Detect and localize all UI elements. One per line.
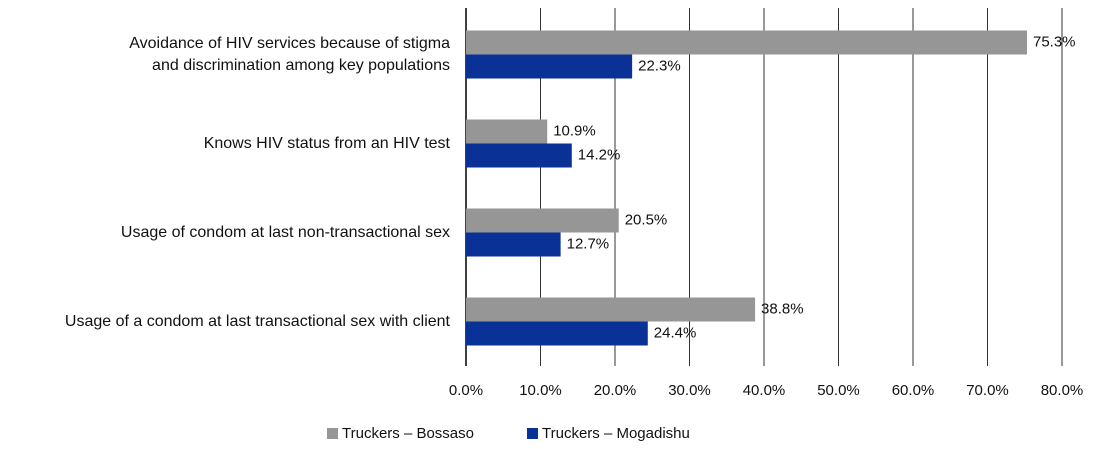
category-label: Usage of condom at last non-transactiona…	[120, 223, 450, 241]
value-label: 38.8%	[761, 300, 804, 317]
category-label: Avoidance of HIV services because of sti…	[129, 34, 450, 74]
bar	[466, 321, 648, 346]
category-label: Usage of a condom at last transactional …	[64, 312, 450, 330]
bar	[466, 54, 633, 79]
x-tick-label: 50.0%	[817, 382, 860, 399]
value-label: 12.7%	[567, 235, 610, 252]
bar	[466, 232, 561, 257]
x-tick-label: 60.0%	[892, 382, 935, 399]
value-label: 24.4%	[654, 324, 697, 341]
x-tick-label: 0.0%	[449, 382, 483, 399]
x-tick-label: 80.0%	[1041, 382, 1084, 399]
value-label: 14.2%	[578, 146, 621, 163]
x-tick-label: 30.0%	[668, 382, 711, 399]
bar	[466, 208, 619, 233]
value-label: 10.9%	[553, 122, 596, 139]
value-label: 22.3%	[638, 57, 681, 74]
bar	[466, 30, 1027, 55]
bar	[466, 119, 548, 144]
category-label: Knows HIV status from an HIV test	[203, 134, 450, 152]
legend-label: Truckers – Bossaso	[342, 425, 474, 442]
x-tick-label: 10.0%	[519, 382, 562, 399]
x-tick-label: 70.0%	[966, 382, 1009, 399]
x-tick-label: 40.0%	[743, 382, 786, 399]
value-label: 75.3%	[1033, 33, 1076, 50]
legend-swatch	[327, 428, 338, 439]
value-label: 20.5%	[625, 211, 668, 228]
bar	[466, 143, 572, 168]
legend-swatch	[527, 428, 538, 439]
legend-label: Truckers – Mogadishu	[542, 425, 690, 442]
bar	[466, 297, 756, 322]
x-tick-label: 20.0%	[594, 382, 637, 399]
